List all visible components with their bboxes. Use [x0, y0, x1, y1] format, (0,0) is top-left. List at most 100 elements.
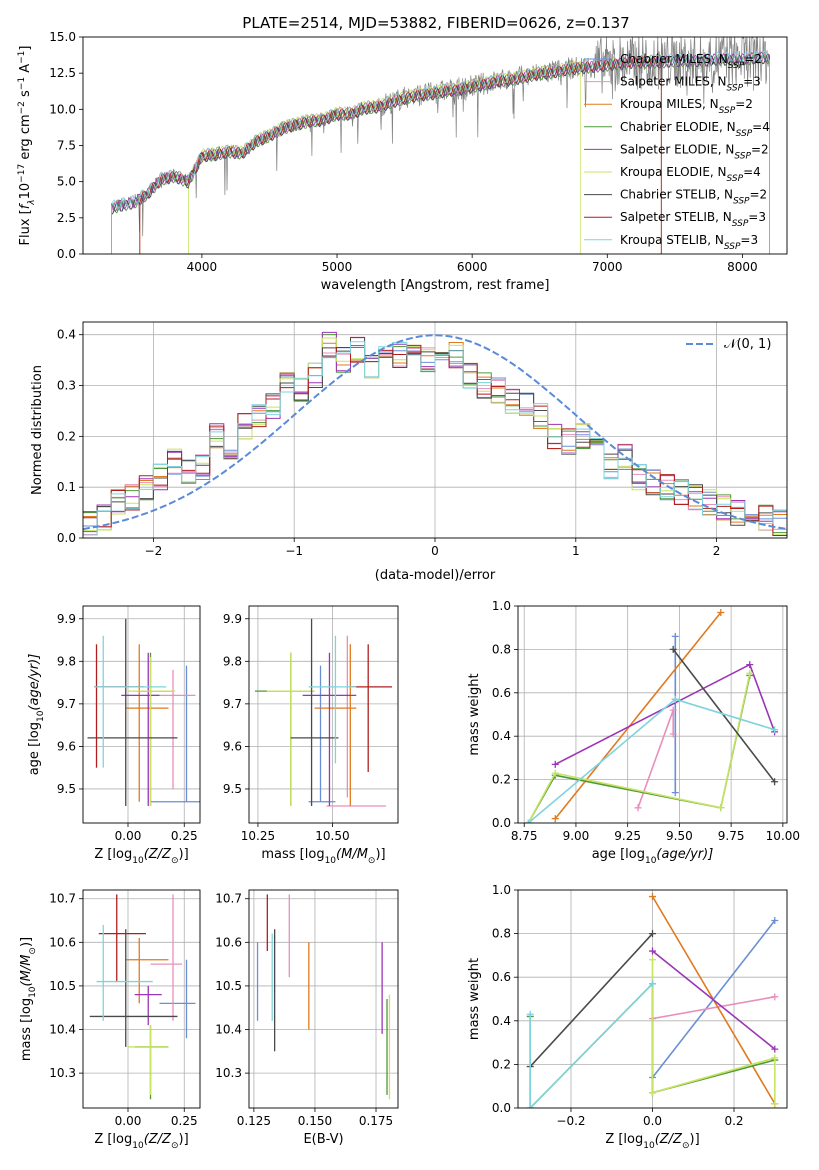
weight-vs-age-series-line	[527, 673, 751, 823]
weight-vs-age-series-marker	[717, 804, 725, 812]
mass-vs-ebv-ytick-label: 10.7	[215, 892, 242, 906]
mass-vs-ebv-xtick-label: 0.175	[359, 1114, 393, 1128]
weight-vs-age-panel: 8.75 9.00 9.25 9.50 9.75 10.00 0.0 0.2 0.4 0.6 0.8…	[467, 599, 800, 866]
mass-vs-ebv-xlabel: E(B-V)	[303, 1132, 343, 1147]
weight-vs-age-frame	[517, 605, 788, 824]
weight-vs-age-ytick-label: 0.8	[492, 642, 511, 656]
weight-vs-age-series-marker	[551, 760, 559, 768]
weight-vs-age-series-marker	[551, 769, 559, 777]
weight-vs-Z-xlabel: Z [log10(Z/Z⊙)]	[605, 1132, 699, 1151]
weight-vs-Z-series-line	[651, 950, 776, 1050]
mass-vs-Z-ytick-label: 10.6	[49, 935, 76, 949]
spectrum-xtick-label: 8000	[727, 260, 758, 274]
residuals-plot-area	[83, 322, 787, 538]
spectrum-ytick-label: 2.5	[57, 211, 76, 225]
spectrum-model-line	[139, 55, 662, 254]
residuals-ylabel: Normed distribution	[30, 365, 45, 495]
age-vs-Z-ytick-label: 9.6	[57, 739, 76, 753]
mass-vs-ebv-plot-area	[249, 890, 398, 1108]
weight-vs-Z-series-marker	[649, 947, 656, 955]
age-vs-Z-xtick-label: 0.25	[171, 829, 198, 843]
weight-vs-age-series-marker	[671, 789, 679, 797]
residuals-ytick-label: 0.4	[57, 328, 76, 342]
figure-title: PLATE=2514, MJD=53882, FIBERID=0626, z=0…	[242, 14, 629, 32]
mass-vs-ebv-ytick-label: 10.6	[215, 935, 242, 949]
weight-vs-Z-series-marker	[526, 1104, 534, 1108]
spectrum-xtick-label: 6000	[457, 260, 488, 274]
mass-vs-ebv-ytick-label: 10.3	[215, 1066, 242, 1080]
age-vs-mass-ytick-label: 9.6	[223, 739, 242, 753]
weight-vs-Z-ytick-label: 0.0	[492, 1101, 511, 1115]
weight-vs-age-series-line	[527, 698, 775, 823]
residual-histogram-line	[83, 337, 787, 536]
age-vs-mass-xtick-label: 10.50	[315, 829, 349, 843]
weight-vs-age-xtick-label: 9.00	[563, 829, 590, 843]
weight-vs-age-xtick-label: 9.50	[666, 829, 693, 843]
spectrum-ytick-label: 0.0	[57, 247, 76, 261]
age-vs-mass-xlabel: mass [log10(M/M⊙)]	[261, 847, 385, 866]
spectrum-xtick-label: 5000	[322, 260, 353, 274]
mass-vs-Z-ytick-label: 10.4	[49, 1023, 76, 1037]
age-vs-Z-xlabel: Z [log10(Z/Z⊙)]	[94, 847, 188, 866]
gaussian-curve	[83, 334, 787, 531]
weight-vs-age-ytick-label: 0.2	[492, 773, 511, 787]
weight-vs-age-xtick-label: 9.25	[614, 829, 641, 843]
residuals-xtick-label: −2	[145, 544, 163, 558]
age-vs-Z-ylabel: age [log10(age/yr)]	[27, 654, 46, 776]
weight-vs-Z-ytick-label: 0.6	[492, 970, 511, 984]
age-vs-Z-ytick-label: 9.7	[57, 697, 76, 711]
weight-vs-Z-series-marker	[771, 1054, 779, 1062]
weight-vs-age-series-marker	[669, 645, 677, 653]
age-vs-mass-xtick-label: 10.25	[241, 829, 275, 843]
weight-vs-age-series-marker	[634, 804, 642, 812]
weight-vs-Z-xtick-label: 0.0	[643, 1114, 662, 1128]
weight-vs-Z-series-marker	[771, 917, 779, 925]
weight-vs-Z-series-line	[651, 959, 776, 1104]
residuals-xtick-label: 2	[713, 544, 721, 558]
spectrum-xtick-label: 4000	[187, 260, 218, 274]
weight-vs-age-series-line	[527, 675, 751, 823]
weight-vs-Z-series-marker	[649, 980, 656, 988]
residuals-ytick-label: 0.2	[57, 429, 76, 443]
weight-vs-Z-xtick-label: 0.2	[724, 1114, 743, 1128]
weight-vs-age-series-marker	[524, 819, 532, 823]
mass-vs-ebv-frame	[248, 889, 399, 1109]
mass-vs-ebv-ytick-label: 10.5	[215, 979, 242, 993]
mass-vs-Z-plot-area	[83, 890, 200, 1108]
mass-vs-Z-ylabel: mass [log10(M/M⊙)]	[19, 937, 38, 1061]
weight-vs-age-xtick-label: 10.00	[766, 829, 800, 843]
age-vs-Z-ytick-label: 9.9	[57, 612, 76, 626]
mass-vs-ebv-panel: 0.125 0.150 0.175 10.3 10.4 10.5 10.6 10.7 E(B-V…	[215, 889, 399, 1147]
weight-vs-age-series-marker	[671, 632, 679, 640]
mass-vs-Z-ytick-label: 10.3	[49, 1066, 76, 1080]
spectrum-ytick-label: 10.0	[49, 102, 76, 116]
panels-layer: 4000 5000 6000 7000 80000.02.55.07.510.012.5…	[17, 30, 800, 1151]
weight-vs-Z-series-line	[529, 983, 654, 1108]
residuals-xlabel: (data-model)/error	[375, 568, 496, 583]
weight-vs-Z-series-marker	[649, 1089, 656, 1097]
weight-vs-Z-ytick-label: 0.4	[492, 1014, 511, 1028]
weight-vs-age-xtick-label: 8.75	[511, 829, 538, 843]
residual-histogram-line	[83, 337, 787, 526]
spectrum-legend-label: Salpeter STELIB, NSSP=3	[620, 210, 766, 229]
weight-vs-age-ytick-label: 0.6	[492, 686, 511, 700]
spectrum-ytick-label: 5.0	[57, 175, 76, 189]
spectrum-ytick-label: 12.5	[49, 66, 76, 80]
mass-vs-Z-panel: 0.00 0.25 10.3 10.4 10.5 10.6 10.7 Z [log10(Z/Z…	[19, 889, 201, 1151]
spectrum-legend-label: Kroupa ELODIE, NSSP=4	[620, 165, 761, 184]
age-vs-mass-panel: 10.25 10.50 9.5 9.6 9.7 9.8 9.9 mass [log10(M/M…	[223, 605, 399, 866]
weight-vs-Z-series-marker	[649, 893, 656, 901]
spectrum-legend-label: Chabrier ELODIE, NSSP=4	[620, 120, 770, 139]
weight-vs-age-series-marker	[746, 669, 754, 677]
weight-vs-Z-plot-area	[518, 890, 787, 1108]
weight-vs-age-plot-area	[518, 606, 787, 823]
weight-vs-Z-xtick-label: −0.2	[556, 1114, 585, 1128]
spectrum-ylabel: Flux [fλ10−17 erg cm−2 s−1 A−1]	[17, 46, 37, 246]
weight-vs-Z-series-marker	[771, 993, 779, 1001]
spectrum-plot-area	[111, 37, 770, 254]
spectrum-panel: 4000 5000 6000 7000 8000 0.0 2.5 5.0 7.5 10.0 12.5…	[17, 30, 788, 293]
spectrum-xlabel: wavelength [Angstrom, rest frame]	[321, 278, 550, 293]
residuals-panel: −2 −1 0 1 2 0.0 0.1 0.2 0.3 0.4 𝒩(0, 1) (data-model…	[30, 321, 788, 583]
gaussian-legend-label: 𝒩(0, 1)	[724, 337, 771, 352]
